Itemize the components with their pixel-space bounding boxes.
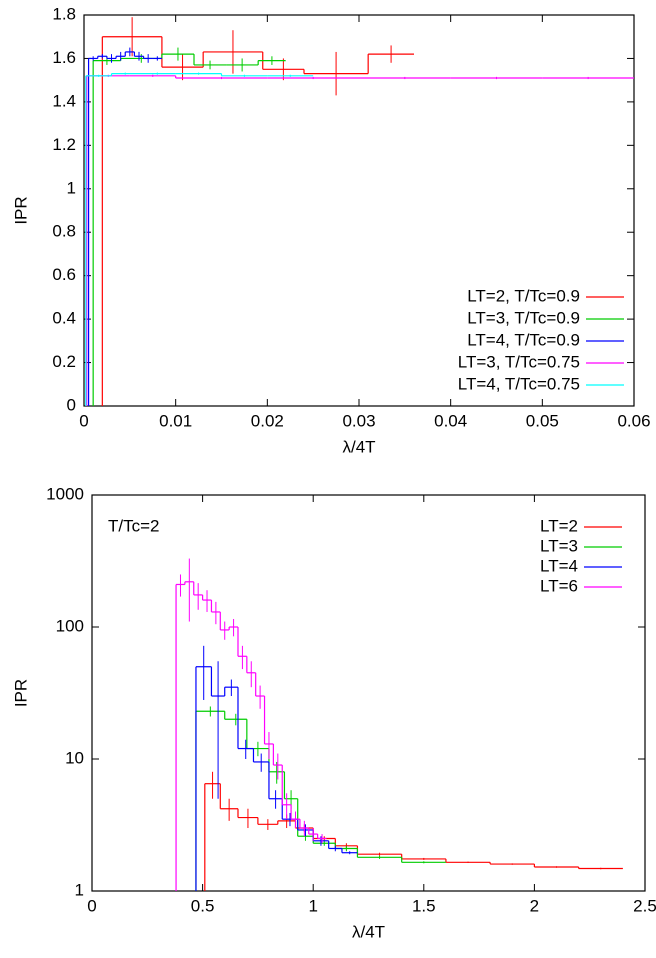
legend-label: LT=2 bbox=[540, 516, 578, 535]
y-tick-label: 1.6 bbox=[52, 48, 76, 67]
y-tick-label: 100 bbox=[56, 616, 84, 635]
x-tick-label: 0.04 bbox=[434, 411, 467, 430]
x-tick-label: 0 bbox=[79, 411, 88, 430]
x-axis-label: λ/4T bbox=[342, 437, 375, 456]
x-tick-label: 0.01 bbox=[159, 411, 192, 430]
x-tick-label: 1.5 bbox=[412, 896, 436, 915]
x-tick-label: 0.03 bbox=[342, 411, 375, 430]
y-tick-label: 0.2 bbox=[52, 352, 76, 371]
y-tick-label: 0.4 bbox=[52, 309, 76, 328]
y-tick-label: 0.6 bbox=[52, 265, 76, 284]
plot-frame bbox=[91, 494, 646, 892]
legend-label: LT=3, T/Tc=0.9 bbox=[467, 308, 580, 327]
legend-label: LT=6 bbox=[540, 576, 578, 595]
legend-label: LT=4, T/Tc=0.9 bbox=[467, 330, 580, 349]
legend-label: LT=4, T/Tc=0.75 bbox=[458, 374, 580, 393]
legend-label: LT=4 bbox=[540, 556, 578, 575]
y-axis-label: IPR bbox=[11, 679, 30, 707]
legend-label: LT=3, T/Tc=0.75 bbox=[458, 352, 580, 371]
y-tick-label: 10 bbox=[65, 748, 84, 767]
y-tick-label: 1000 bbox=[46, 484, 84, 503]
x-axis-label: λ/4T bbox=[352, 922, 385, 941]
y-axis-label: IPR bbox=[11, 196, 30, 224]
x-tick-label: 1 bbox=[308, 896, 317, 915]
x-tick-label: 0.02 bbox=[251, 411, 284, 430]
legend-label: LT=3 bbox=[540, 536, 578, 555]
x-tick-label: 2.5 bbox=[633, 896, 656, 915]
x-tick-label: 0.5 bbox=[191, 896, 215, 915]
y-tick-label: 0 bbox=[67, 395, 76, 414]
y-tick-label: 1 bbox=[67, 178, 76, 197]
x-tick-label: 2 bbox=[530, 896, 539, 915]
y-tick-label: 1.8 bbox=[52, 4, 76, 23]
y-tick-label: 1.2 bbox=[52, 135, 76, 154]
y-tick-label: 0.8 bbox=[52, 222, 76, 241]
y-tick-label: 1.4 bbox=[52, 91, 76, 110]
x-tick-label: 0.06 bbox=[617, 411, 650, 430]
y-tick-label: 1 bbox=[75, 880, 84, 899]
x-tick-label: 0.05 bbox=[526, 411, 559, 430]
legend-label: LT=2, T/Tc=0.9 bbox=[467, 286, 580, 305]
x-tick-label: 0 bbox=[87, 896, 96, 915]
annotation: T/Tc=2 bbox=[108, 516, 160, 535]
